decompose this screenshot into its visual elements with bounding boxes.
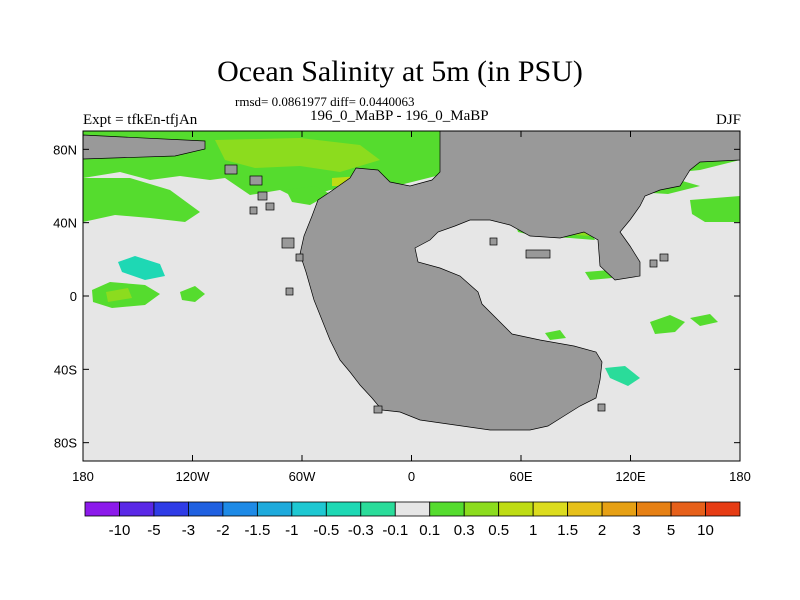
chart-title: Ocean Salinity at 5m (in PSU) — [217, 55, 583, 88]
colorbar-swatch — [567, 501, 603, 517]
island — [597, 403, 606, 412]
north-pacific-anomaly-region — [83, 178, 200, 222]
y-tick-label: 40N — [53, 216, 77, 231]
colorbar-swatch — [119, 501, 155, 517]
colorbar-label: 0.5 — [488, 522, 509, 539]
x-tick-label: 60W — [289, 469, 316, 484]
stats-label: rmsd= 0.0861977 diff= 0.0440063 — [235, 94, 415, 109]
west-panthalassa-anomaly-region — [650, 315, 685, 334]
island — [265, 202, 275, 211]
colorbar-label: 5 — [667, 522, 675, 539]
colorbar-label: 3 — [632, 522, 640, 539]
south-tethys-anomaly-region — [545, 330, 566, 340]
central-pacific-negative-region — [118, 256, 165, 280]
x-tick-label: 180 — [729, 469, 751, 484]
colorbar-swatch — [153, 501, 189, 517]
island — [249, 206, 258, 215]
east-tethys-anomaly-region — [585, 270, 612, 280]
colorbar: -10 -5 -3 -2 -1.5 -1 -0.5 -0.3 -0.1 0.1 0.3 0.5 1 1.5… — [84, 501, 741, 539]
colorbar-label: 0.3 — [454, 522, 475, 539]
colorbar-label: 1.5 — [557, 522, 578, 539]
y-tick-label: 80S — [54, 436, 77, 451]
x-tick-label: 120W — [176, 469, 211, 484]
colorbar-label: -0.1 — [382, 522, 408, 539]
colorbar-swatch — [325, 501, 362, 517]
y-tick-label: 0 — [70, 289, 77, 304]
x-tick-label: 180 — [72, 469, 94, 484]
colorbar-swatch — [256, 501, 293, 517]
x-tick-label: 120E — [615, 469, 646, 484]
north-atlantic-anomaly-region — [286, 186, 330, 205]
colorbar-swatch — [636, 501, 672, 517]
colorbar-swatch — [394, 501, 431, 517]
map-axes: 80N 40N 0 40S 80S 180 120W 60W 0 60E 120E 180 — [53, 131, 751, 484]
colorbar-swatch — [188, 501, 224, 517]
ne-pacific-anomaly-region — [690, 196, 740, 222]
island — [249, 175, 263, 186]
experiment-period-label: 196_0_MaBP - 196_0_MaBP — [310, 108, 489, 124]
colorbar-swatch — [498, 501, 534, 517]
experiment-label: Expt = tfkEn-tfjAn — [83, 112, 198, 128]
island — [281, 237, 295, 249]
east-pacific-anomaly-region — [180, 286, 205, 302]
colorbar-label: -10 — [109, 522, 131, 539]
far-east-anomaly-region — [690, 314, 718, 326]
colorbar-swatch — [601, 501, 637, 517]
season-label: DJF — [715, 112, 741, 128]
island — [257, 191, 268, 201]
island — [295, 253, 304, 262]
colorbar-swatch — [463, 501, 500, 517]
colorbar-label: -0.5 — [313, 522, 339, 539]
colorbar-label: 0.1 — [419, 522, 440, 539]
colorbar-swatch — [670, 501, 706, 517]
island — [489, 237, 498, 246]
island — [525, 249, 551, 259]
island — [373, 405, 383, 414]
x-tick-label: 0 — [408, 469, 415, 484]
island — [285, 287, 294, 296]
y-tick-label: 40S — [54, 362, 77, 377]
colorbar-swatch — [222, 501, 258, 517]
equatorial-pacific-strong-region — [106, 288, 132, 302]
colorbar-swatch — [429, 501, 465, 517]
y-tick-label: 80N — [53, 142, 77, 157]
map-body — [82, 130, 741, 462]
colorbar-swatch — [532, 501, 569, 517]
colorbar-label: 10 — [697, 522, 714, 539]
pangaea-landmass — [299, 130, 741, 431]
x-tick-label: 60E — [509, 469, 532, 484]
colorbar-label: 2 — [598, 522, 606, 539]
colorbar-label: -5 — [147, 522, 160, 539]
southeast-negative-region — [605, 366, 640, 386]
colorbar-label: -1 — [285, 522, 298, 539]
colorbar-label: -2 — [216, 522, 229, 539]
colorbar-swatch — [84, 501, 120, 517]
colorbar-swatch — [360, 501, 396, 517]
colorbar-label: -0.3 — [348, 522, 374, 539]
colorbar-label: -3 — [182, 522, 195, 539]
island — [649, 259, 658, 268]
island — [659, 253, 669, 262]
colorbar-label: -1.5 — [244, 522, 270, 539]
arctic-strong-anomaly-region — [215, 138, 380, 172]
colorbar-swatch — [705, 501, 741, 517]
island — [224, 164, 238, 175]
colorbar-swatch — [291, 501, 327, 517]
colorbar-label: 1 — [529, 522, 537, 539]
